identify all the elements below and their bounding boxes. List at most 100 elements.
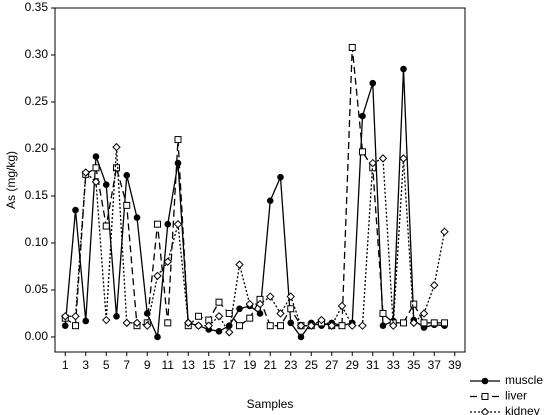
x-tick-label: 19 [243,358,257,372]
x-tick-label: 11 [162,358,175,372]
point [287,319,295,327]
x-tick-label: 31 [366,358,380,372]
point [92,153,100,160]
y-tick-label: 0.35 [25,0,49,14]
point [91,177,101,187]
x-tick-label: 13 [182,358,196,372]
point [245,299,254,309]
series-line [65,147,446,335]
point [440,227,449,236]
plot-frame [54,7,466,353]
point [92,164,100,172]
point [194,321,203,330]
point [286,292,295,301]
x-tick-label: 37 [428,358,442,372]
point [359,148,366,156]
point [368,158,377,168]
point [378,154,388,163]
point [112,142,121,152]
point [236,322,243,330]
x-axis-label: Samples [247,397,294,411]
x-tick-label: 9 [144,358,151,372]
y-tick-label: 0.30 [25,47,49,61]
point [430,319,438,327]
y-axis-label: As (mg/kg) [4,151,18,209]
point [399,154,408,163]
point [225,309,233,317]
point [72,322,79,330]
x-tick-label: 39 [448,358,462,372]
point [123,201,131,209]
y-tick-label: 0.10 [25,235,49,249]
point [276,309,285,318]
point [410,300,418,308]
point [71,312,80,321]
point [338,322,346,330]
x-tick-label: 27 [325,358,339,372]
point [430,281,439,290]
point [132,318,142,328]
y-tick-label: 0.25 [25,94,49,108]
x-tick-label: 15 [202,358,216,372]
x-tick-label: 17 [223,358,237,372]
point [287,305,295,313]
point [61,312,70,321]
legend-label: liver [505,389,527,403]
point [214,312,224,321]
point [296,321,306,330]
point [173,219,183,229]
x-tick-label: 33 [387,358,401,372]
point [113,164,120,172]
point [266,197,274,204]
point [256,310,264,317]
point [164,319,172,327]
point [122,318,131,328]
x-tick-label: 1 [62,358,69,372]
x-tick-label: 7 [123,358,130,372]
point [164,220,172,228]
x-tick-label: 23 [284,358,298,372]
point [337,301,347,311]
point [174,136,182,144]
x-tick-label: 21 [264,358,278,372]
point [113,312,120,320]
point [409,318,418,328]
point [102,315,111,325]
point [277,322,284,330]
point [297,333,305,341]
point [246,314,254,322]
point [400,319,407,327]
point [358,321,367,330]
point [441,319,448,327]
point [255,299,265,309]
point [317,315,326,325]
series-line [64,69,445,339]
point [225,322,233,329]
point [215,298,223,306]
point [420,319,428,327]
x-tick-label: 25 [305,358,319,372]
point [72,206,79,214]
point [369,79,377,87]
legend-label: muscle [505,373,543,387]
point [81,168,90,177]
legend-marker [480,407,490,415]
point [143,321,152,330]
point [225,328,234,337]
legend-marker [481,377,489,385]
point [348,43,356,51]
point [266,292,275,301]
point [235,260,244,269]
point [266,322,274,330]
point [184,318,193,328]
legend-marker [481,393,489,400]
point [215,328,223,335]
y-tick-label: 0.00 [25,329,49,343]
point [195,312,202,320]
point [82,317,90,325]
point [123,172,131,179]
point [154,333,161,341]
legend-label: kidney [505,404,540,415]
x-tick-label: 35 [407,358,421,372]
